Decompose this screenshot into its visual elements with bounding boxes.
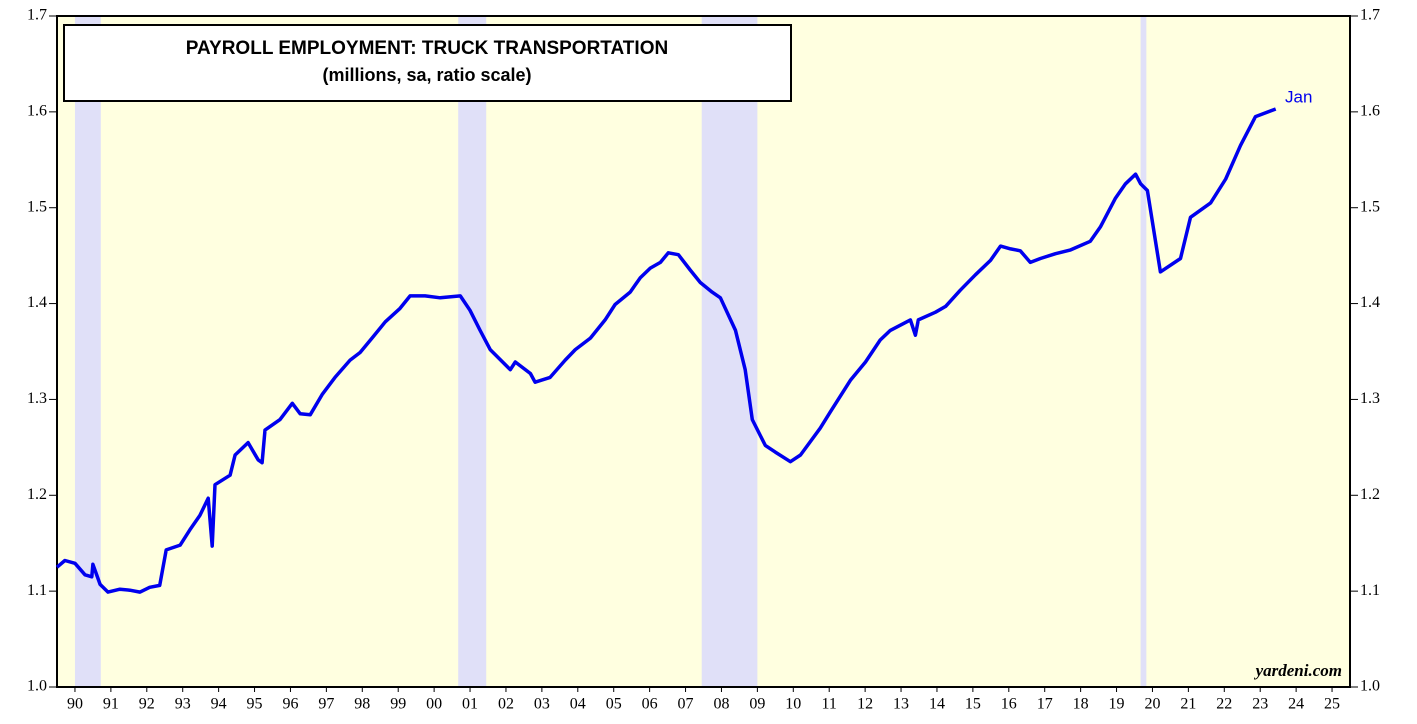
recession-band	[701, 16, 758, 687]
x-tick-label: 92	[139, 696, 155, 713]
last-annotation: Jan	[1285, 87, 1312, 106]
series-line	[55, 107, 1277, 594]
recession-band	[1140, 16, 1147, 687]
y2-tick-label: 1.1	[1360, 582, 1380, 599]
x-tick-label: 16	[1001, 696, 1017, 713]
y-tick-label: 1.6	[27, 103, 47, 120]
x-tick-label: 90	[67, 696, 83, 713]
y-tick-label: 1.4	[27, 294, 47, 311]
y-tick-label: 1.2	[27, 486, 47, 503]
x-tick-label: 11	[822, 696, 837, 713]
x-tick-label: 19	[1109, 696, 1125, 713]
y2-tick-label: 1.7	[1360, 7, 1380, 24]
x-tick-label: 25	[1324, 696, 1340, 713]
y-tick-label: 1.7	[27, 7, 47, 24]
x-tick-label: 06	[642, 696, 658, 713]
y2-tick-label: 1.2	[1360, 486, 1380, 503]
x-tick-label: 98	[354, 696, 370, 713]
plot-frame	[56, 15, 1351, 688]
x-tick-label: 18	[1073, 696, 1089, 713]
y2-tick-label: 1.4	[1360, 294, 1380, 311]
x-tick-label: 24	[1288, 696, 1304, 713]
recession-band	[74, 16, 101, 687]
recession-band	[458, 16, 487, 687]
x-tick-label: 01	[462, 696, 478, 713]
x-tick-label: 97	[318, 696, 334, 713]
x-tick-label: 23	[1252, 696, 1268, 713]
y-tick-label: 1.1	[27, 582, 47, 599]
title-box	[63, 24, 792, 102]
x-tick-label: 20	[1144, 696, 1160, 713]
y2-tick-label: 1.3	[1360, 390, 1380, 407]
x-tick-label: 13	[893, 696, 909, 713]
x-tick-label: 93	[175, 696, 191, 713]
source: yardeni.com	[1254, 661, 1342, 680]
x-tick-label: 15	[965, 696, 981, 713]
x-tick-label: 12	[857, 696, 873, 713]
y2-tick-label: 1.6	[1360, 103, 1380, 120]
x-tick-label: 17	[1037, 696, 1053, 713]
x-tick-label: 94	[211, 696, 227, 713]
y2-tick-label: 1.5	[1360, 198, 1380, 215]
x-tick-label: 96	[282, 696, 298, 713]
x-tick-label: 10	[785, 696, 801, 713]
x-tick-label: 00	[426, 696, 442, 713]
x-tick-label: 02	[498, 696, 514, 713]
x-tick-label: 08	[713, 696, 729, 713]
x-tick-label: 21	[1180, 696, 1196, 713]
x-tick-label: 91	[103, 696, 119, 713]
x-tick-label: 14	[929, 696, 945, 713]
x-tick-label: 03	[534, 696, 550, 713]
x-tick-label: 95	[247, 696, 263, 713]
y-tick-label: 1.3	[27, 390, 47, 407]
y-tick-label: 1.5	[27, 198, 47, 215]
x-tick-label: 04	[570, 696, 586, 713]
x-tick-label: 05	[606, 696, 622, 713]
layer: 1.0 1.0 1.1 1.1 1.2 1.2 1.3 1.3 1.4 1.4 1.5 1.5 1.6 1…	[27, 7, 1380, 713]
y-tick-label: 1.0	[27, 678, 47, 695]
x-tick-label: 99	[390, 696, 406, 713]
chart-title: PAYROLL EMPLOYMENT: TRUCK TRANSPORTATION	[186, 38, 668, 59]
x-tick-label: 22	[1216, 696, 1232, 713]
x-tick-label: 07	[678, 696, 694, 713]
plot-area	[57, 16, 1350, 687]
y2-tick-label: 1.0	[1360, 678, 1380, 695]
x-tick-label: 09	[749, 696, 765, 713]
chart-subtitle: (millions, sa, ratio scale)	[322, 65, 531, 85]
